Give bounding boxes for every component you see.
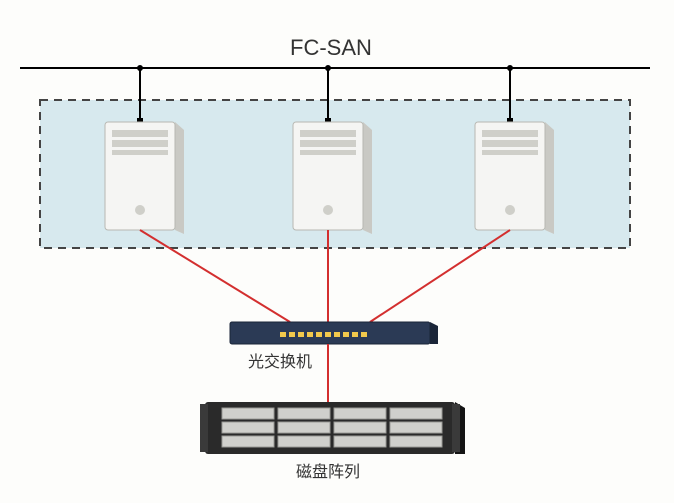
server-3 [475,122,554,234]
diagram-canvas [0,0,674,503]
server-2 [293,122,372,234]
disk-array-label: 磁盘阵列 [296,458,360,482]
disk-array [200,402,465,454]
fc-switch [230,322,438,344]
switch-label: 光交换机 [248,348,312,372]
server-1 [105,122,184,234]
